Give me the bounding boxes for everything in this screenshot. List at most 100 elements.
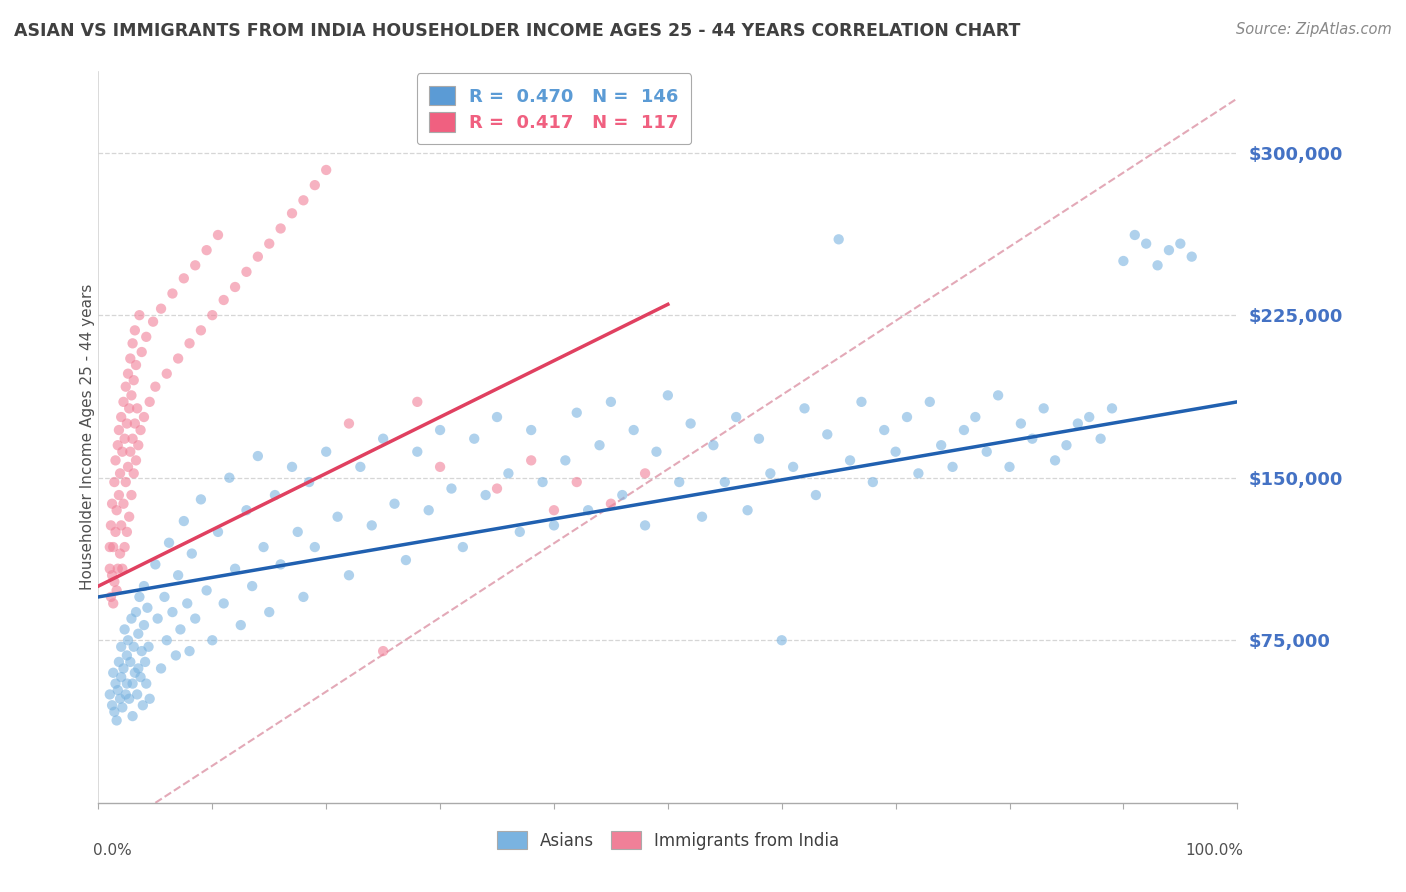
Point (240, 579, 263, 593)
Point (110, 410, 132, 425)
Point (103, 540, 125, 554)
Point (634, 467, 657, 481)
Point (184, 258, 207, 272)
Point (195, 243, 218, 257)
Point (406, 395, 429, 409)
Point (117, 633, 139, 648)
Point (224, 280, 246, 294)
Point (120, 611, 142, 625)
Point (737, 503, 759, 517)
Point (264, 488, 287, 502)
Point (169, 623, 191, 637)
Point (782, 459, 804, 474)
Point (600, 497, 623, 511)
Point (965, 410, 987, 425)
Point (124, 417, 146, 431)
Point (121, 709, 143, 723)
Point (112, 497, 135, 511)
Point (246, 250, 269, 264)
Point (167, 351, 190, 366)
Point (132, 410, 155, 425)
Point (124, 665, 146, 680)
Point (128, 590, 150, 604)
Point (108, 691, 131, 706)
Point (103, 665, 125, 680)
Point (114, 380, 136, 394)
Point (105, 503, 128, 517)
Point (118, 401, 141, 416)
Point (125, 358, 148, 372)
Point (1101, 401, 1123, 416)
Point (235, 503, 257, 517)
Point (122, 467, 145, 481)
Point (120, 444, 142, 458)
Point (145, 558, 167, 572)
Point (110, 670, 132, 684)
Point (229, 618, 252, 632)
Point (498, 467, 520, 481)
Legend: Asians, Immigrants from India: Asians, Immigrants from India (489, 824, 846, 856)
Point (120, 488, 142, 502)
Point (101, 497, 124, 511)
Point (114, 540, 136, 554)
Point (167, 568, 190, 582)
Point (1135, 236, 1157, 251)
Point (748, 432, 770, 446)
Point (104, 453, 127, 467)
Point (115, 676, 138, 690)
Point (520, 453, 543, 467)
Point (103, 596, 125, 610)
Point (907, 467, 929, 481)
Point (127, 438, 149, 452)
Point (108, 488, 131, 502)
Point (543, 503, 565, 517)
Point (987, 388, 1010, 402)
Point (122, 373, 145, 387)
Point (371, 644, 394, 658)
Point (107, 562, 129, 576)
Point (103, 705, 125, 719)
Point (134, 655, 156, 669)
Point (122, 640, 145, 654)
Point (114, 623, 136, 637)
Point (281, 206, 304, 220)
Point (418, 503, 440, 517)
Point (287, 524, 309, 539)
Point (406, 444, 429, 458)
Point (270, 558, 292, 572)
Point (873, 423, 896, 437)
Point (429, 459, 451, 474)
Point (104, 524, 127, 539)
Text: 100.0%: 100.0% (1185, 843, 1243, 858)
Point (337, 568, 360, 582)
Point (111, 562, 134, 576)
Point (565, 475, 588, 489)
Point (1146, 258, 1168, 272)
Point (1112, 254, 1135, 268)
Point (108, 467, 131, 481)
Point (634, 518, 657, 533)
Point (929, 438, 952, 452)
Point (107, 683, 129, 698)
Point (252, 540, 274, 554)
Point (246, 449, 269, 463)
Point (108, 655, 131, 669)
Point (315, 444, 337, 458)
Point (110, 640, 132, 654)
Point (793, 401, 815, 416)
Point (315, 163, 337, 178)
Point (180, 547, 202, 561)
Point (349, 459, 371, 474)
Point (129, 670, 152, 684)
Point (645, 444, 668, 458)
Text: 0.0%: 0.0% (93, 843, 132, 858)
Point (150, 661, 173, 675)
Point (98, 562, 121, 576)
Point (195, 583, 218, 598)
Point (98, 688, 121, 702)
Point (998, 459, 1021, 474)
Point (110, 518, 132, 533)
Point (668, 475, 690, 489)
Point (120, 388, 142, 402)
Point (360, 518, 382, 533)
